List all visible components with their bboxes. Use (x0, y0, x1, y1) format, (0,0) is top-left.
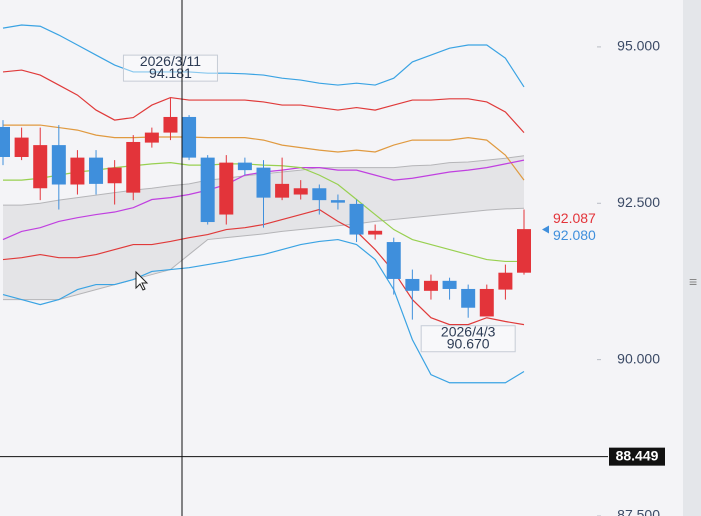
price-marker (542, 225, 549, 234)
y-tick-label: 90.000 (617, 350, 660, 366)
annotation-box (420, 325, 516, 353)
candle-body (256, 167, 271, 198)
candle-body (517, 229, 531, 273)
indicator-line (2, 69, 525, 133)
candle-body (107, 167, 122, 184)
scroll-strip[interactable] (683, 0, 701, 516)
candle-body (163, 116, 178, 133)
price-label: 92.080 (553, 227, 596, 243)
candle-body (423, 280, 438, 291)
candle-body (89, 157, 104, 184)
annotation-price: 90.670 (447, 335, 490, 351)
crosshair-label: 88.449 (616, 447, 659, 463)
annotation-date: 2026/3/11 (140, 53, 201, 69)
y-tick-label: 95.000 (617, 38, 660, 54)
candle-body (126, 141, 141, 193)
candle-body (368, 230, 383, 235)
candle-body (442, 280, 457, 289)
candle-body (349, 203, 364, 235)
candle-body (479, 288, 494, 317)
y-tick-label: 87.500 (617, 507, 660, 516)
annotation-box (122, 54, 218, 82)
annotation-price: 94.181 (149, 65, 192, 81)
candle-body (200, 157, 215, 223)
crosshair-label-box (609, 447, 665, 466)
candle-body (312, 188, 327, 201)
candle-body (275, 183, 290, 198)
candle-body (293, 188, 308, 195)
candle-body (237, 162, 252, 171)
candle-body (330, 200, 345, 203)
menu-handle[interactable]: ≡ (689, 274, 697, 290)
candle-body (386, 242, 401, 279)
cloud-edge (3, 207, 525, 301)
indicator-line (2, 24, 525, 88)
annotation-date: 2026/4/3 (441, 323, 496, 339)
candle-body (461, 288, 476, 308)
candle-body (182, 116, 197, 158)
y-tick-label: 92.500 (617, 194, 660, 210)
candle-body (51, 145, 66, 185)
indicator-line (3, 124, 525, 181)
candle-body (498, 272, 513, 290)
candle-body (14, 137, 29, 157)
price-label: 92.087 (553, 210, 596, 226)
indicator-line (2, 238, 525, 384)
candle-body (405, 278, 420, 291)
candle-body (144, 132, 159, 143)
candle-body (219, 162, 234, 215)
candle-body (0, 126, 10, 157)
candle-body (70, 157, 85, 185)
candle-body (33, 145, 48, 189)
mouse-cursor (135, 270, 149, 291)
